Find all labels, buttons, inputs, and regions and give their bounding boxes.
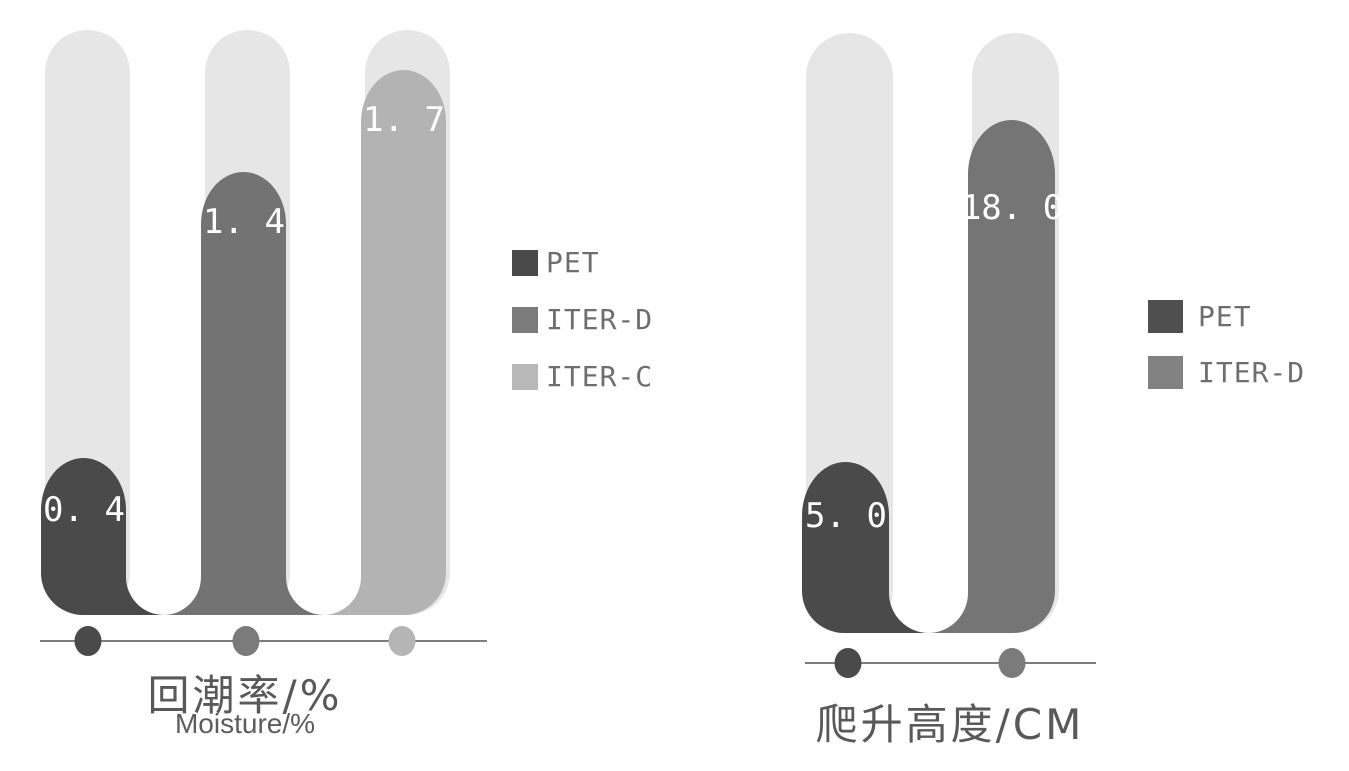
- legend-item-pet: PET: [512, 246, 653, 279]
- moisture-chart: 0. 4 1. 4 1. 7: [40, 30, 487, 656]
- climb-chart-title: 爬升高度/CM: [815, 700, 1085, 749]
- bar-fill-pet: [802, 462, 929, 633]
- bar-value-label-iterc: 1. 7: [363, 100, 445, 140]
- moisture-legend: PET ITER-D ITER-C: [512, 246, 653, 393]
- axis-dot-pet: [74, 626, 102, 656]
- legend-swatch-icon: [512, 363, 538, 390]
- legend-label: ITER-D: [546, 303, 654, 336]
- axis-dot-pet: [834, 648, 862, 678]
- moisture-chart-title: 回潮率/%: [147, 671, 343, 720]
- legend-swatch: [512, 306, 538, 333]
- legend-swatch: [512, 249, 538, 276]
- bar-fill-pet: [41, 458, 164, 615]
- legend-item-iterd: ITER-D: [512, 303, 653, 336]
- axis-dot-iterd: [232, 626, 260, 656]
- climb-legend: PET ITER-D: [1148, 300, 1305, 389]
- bar-fill-iterd: [164, 172, 324, 616]
- legend-item-iterc: ITER-C: [512, 360, 653, 393]
- bar-value-label-iterd: 18. 0: [961, 188, 1063, 228]
- legend-swatch-icon: [1148, 300, 1183, 333]
- climb-chart: 5. 0 18. 0: [802, 33, 1096, 678]
- legend-label: PET: [546, 246, 600, 279]
- legend-label: ITER-C: [546, 360, 654, 393]
- moisture-chart-subtitle: Moisture/%: [174, 708, 316, 739]
- bar-fill-iterc: [324, 70, 446, 616]
- legend-item-pet: PET: [1148, 300, 1305, 333]
- bar-value-label-pet: 0. 4: [43, 490, 125, 530]
- legend-item-iterd: ITER-D: [1148, 356, 1305, 389]
- axis-dot-iterd: [998, 648, 1026, 678]
- legend-swatch: [512, 363, 538, 390]
- legend-swatch: [1148, 356, 1183, 389]
- legend-swatch-icon: [512, 249, 538, 276]
- axis-dot-iterc: [388, 626, 416, 656]
- legend-swatch-icon: [1148, 356, 1183, 389]
- legend-label: PET: [1198, 300, 1252, 333]
- legend-swatch: [1148, 300, 1183, 333]
- legend-swatch-icon: [512, 306, 538, 333]
- legend-label: ITER-D: [1198, 356, 1306, 389]
- bar-value-label-iterd: 1. 4: [203, 202, 285, 242]
- bar-value-label-pet: 5. 0: [805, 496, 887, 536]
- bar-fill-iterd: [929, 120, 1055, 634]
